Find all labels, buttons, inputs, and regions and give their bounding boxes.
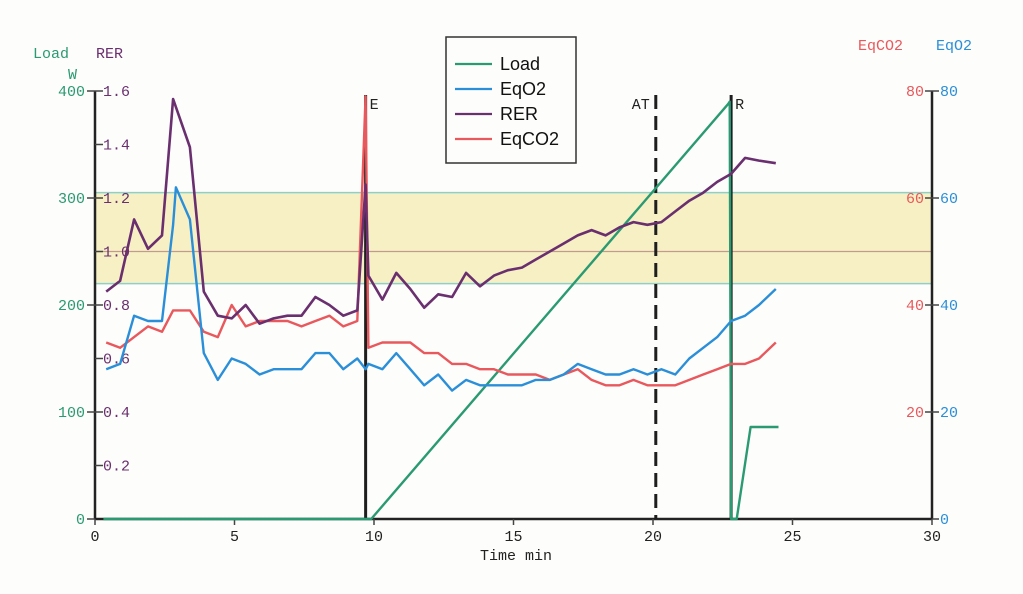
rer-tick-label: 0.2 bbox=[103, 459, 130, 476]
load-tick-label: 400 bbox=[58, 84, 85, 101]
series-line-rer bbox=[105, 97, 776, 325]
eqco2-tick-label: 60 bbox=[906, 191, 924, 208]
marker-label-r: R bbox=[735, 97, 744, 114]
x-tick-label: 20 bbox=[644, 529, 662, 546]
legend: Load EqO2 RER EqCO2 bbox=[445, 36, 577, 164]
x-tick-label: 0 bbox=[90, 529, 99, 546]
marker-label-at: AT bbox=[632, 97, 650, 114]
legend-label-rer: RER bbox=[500, 104, 538, 124]
eqo2-axis-title: EqO2 bbox=[936, 38, 972, 55]
legend-label-eqco2: EqCO2 bbox=[500, 129, 559, 149]
series-line-eqo2 bbox=[105, 186, 777, 392]
data-series bbox=[103, 95, 779, 521]
rer-axis-title: RER bbox=[96, 46, 123, 63]
load-tick-label: 0 bbox=[76, 512, 85, 529]
rer-tick-label: 0.8 bbox=[103, 298, 130, 315]
eqco2-axis-title: EqCO2 bbox=[858, 38, 903, 55]
eqo2-tick-label: 40 bbox=[940, 298, 958, 315]
eqo2-tick-label: 0 bbox=[940, 512, 949, 529]
rer-tick-label: 0.4 bbox=[103, 405, 130, 422]
series-line-eqco2 bbox=[105, 95, 777, 387]
x-axis-title: Time min bbox=[480, 548, 552, 565]
eqo2-tick-label: 20 bbox=[940, 405, 958, 422]
right-axis-ticks: 20 40 60 80 0 20 40 60 80 bbox=[906, 84, 958, 529]
load-axis-title: Load bbox=[33, 46, 69, 63]
x-axis-ticks: 0 5 10 15 20 25 30 bbox=[90, 519, 941, 546]
load-tick-label: 200 bbox=[58, 298, 85, 315]
marker-label-e: E bbox=[370, 97, 379, 114]
eqco2-tick-label: 40 bbox=[906, 298, 924, 315]
eqco2-tick-label: 20 bbox=[906, 405, 924, 422]
rer-tick-label: 1.0 bbox=[103, 245, 130, 262]
series-line-load bbox=[103, 100, 779, 521]
load-tick-label: 300 bbox=[58, 191, 85, 208]
x-tick-label: 30 bbox=[923, 529, 941, 546]
x-tick-label: 15 bbox=[504, 529, 522, 546]
load-tick-label: 100 bbox=[58, 405, 85, 422]
legend-box bbox=[445, 36, 577, 164]
rer-tick-label: 1.6 bbox=[103, 84, 130, 101]
x-tick-label: 5 bbox=[230, 529, 239, 546]
load-axis-unit: W bbox=[68, 67, 77, 84]
x-tick-label: 10 bbox=[365, 529, 383, 546]
legend-label-load: Load bbox=[500, 54, 540, 74]
legend-label-eqo2: EqO2 bbox=[500, 79, 546, 99]
eqo2-tick-label: 60 bbox=[940, 191, 958, 208]
rer-tick-label: 1.4 bbox=[103, 138, 130, 155]
x-tick-label: 25 bbox=[783, 529, 801, 546]
eqo2-tick-label: 80 bbox=[940, 84, 958, 101]
eqco2-tick-label: 80 bbox=[906, 84, 924, 101]
rer-tick-label: 1.2 bbox=[103, 191, 130, 208]
